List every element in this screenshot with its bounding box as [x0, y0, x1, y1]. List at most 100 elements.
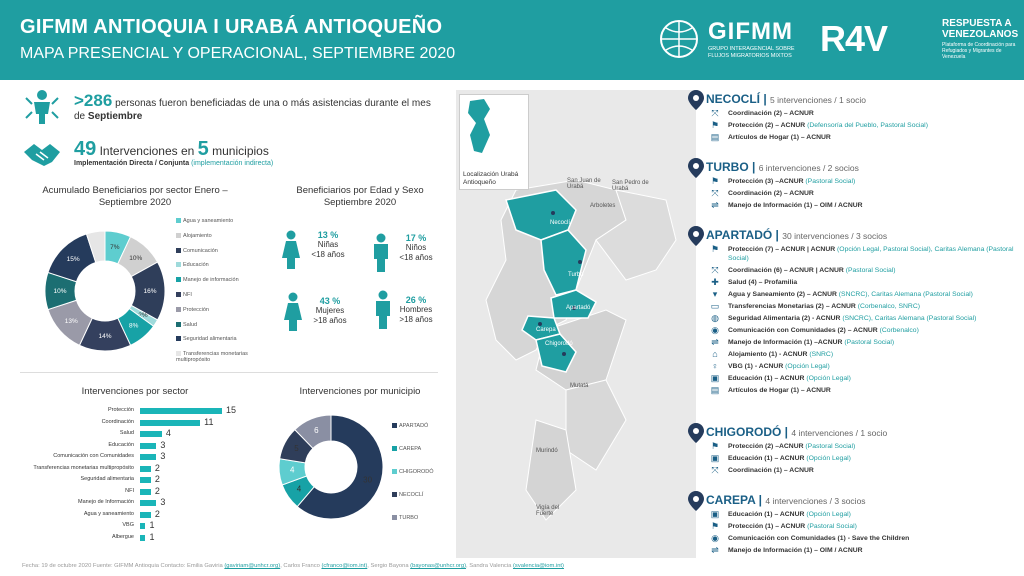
intervention-partners: (Opción Legal) — [806, 455, 851, 462]
interventions-text: 49 Intervenciones en 5 municipios — [74, 138, 269, 161]
information-icon: ⇌ — [711, 337, 719, 347]
bar-value-label: 1 — [149, 520, 155, 530]
bar-mark — [140, 534, 146, 541]
household-items-icon: ▤ — [710, 385, 720, 395]
municipality-heading: CAREPA | 4 intervenciones / 3 socios — [688, 493, 1018, 507]
intervention-item: ⤧ Coordinación (1) – ACNUR — [688, 466, 1018, 475]
bar-value-label: 15 — [226, 405, 237, 415]
bar-category-label: VBG — [122, 522, 134, 528]
inset-map-shape — [468, 99, 490, 153]
sector-legend-item: NFI — [176, 292, 256, 298]
municipality-heading: NECOCLÍ | 5 intervenciones / 1 socio — [688, 92, 1018, 106]
age-sex-pct: 17 % — [405, 233, 427, 243]
intervention-text: Protección (7) – ACNUR | ACNUR — [728, 246, 838, 253]
intervention-item: ⤧ Coordinación (2) – ACNUR — [688, 109, 1018, 118]
age-sex-sub: <18 años — [311, 250, 345, 259]
map-place-label: Necoclí — [550, 220, 571, 226]
sector-legend-item: Seguridad alimentaria — [176, 336, 256, 342]
intervention-item: ⚑ Protección (7) – ACNUR | ACNUR (Opción … — [688, 245, 1018, 263]
bar-mark — [140, 442, 157, 449]
impl-direct: Implementación Directa / Conjunta — [74, 160, 190, 167]
bar-value-label: 2 — [154, 474, 160, 484]
r4v-logo: R4V RESPUESTA A VENEZOLANOS Plataforma d… — [820, 14, 1020, 66]
intervention-partners: (Corbenalco, SNRC) — [857, 303, 921, 310]
information-icon: ⇌ — [711, 545, 719, 555]
contact-link-1[interactable]: (gaviriam@unhcr.org) — [224, 563, 281, 569]
intervention-partners: (SNRC) — [809, 351, 834, 358]
coordination-icon: ⤧ — [711, 265, 719, 275]
donut-label-3: 2% — [138, 312, 148, 319]
municipality-legend-item: TURBO — [392, 515, 418, 521]
municipalities-label: municipios — [212, 144, 269, 158]
bar-category-label: Seguridad alimentaria — [80, 476, 134, 482]
bar-mark — [140, 523, 146, 529]
intervention-text: Salud (4) – Profamilia — [728, 279, 798, 286]
intervention-partners: (Opción Legal, Pastoral Social), Caritas… — [728, 246, 1014, 262]
bar-mark — [140, 511, 151, 518]
bar-category-label: Protección — [108, 407, 134, 413]
intervention-item: ⇌ Manejo de Información (1) –ACNUR (Pasto… — [688, 338, 1018, 347]
intervention-partners: (SNCRC), Caritas Alemana (Pastoral Socia… — [842, 315, 977, 322]
food-icon: ◍ — [711, 313, 719, 323]
municipality-block: NECOCLÍ | 5 intervenciones / 1 socio ⤧ Coo… — [688, 90, 1018, 142]
interventions-label: Intervenciones en — [99, 144, 195, 158]
sector-legend-item: Alojamiento — [176, 233, 256, 239]
region-map-shape — [485, 179, 677, 521]
beneficiaries-month: Septiembre — [87, 111, 143, 122]
intervention-item: ⤧ Coordinación (2) – ACNUR — [688, 189, 1018, 198]
impl-indirect: (implementación indirecta) — [191, 160, 274, 167]
contact-link-3[interactable]: (bayonas@unhcr.org) — [410, 563, 467, 569]
footer-mid-2: , Sergio Bayona — [367, 563, 409, 569]
map-place-label: Chigorodó — [545, 341, 573, 347]
donut-label-3: 5 — [294, 444, 299, 453]
intervention-text: Coordinación (2) – ACNUR — [728, 110, 814, 117]
municipality-legend-label: TURBO — [399, 515, 419, 521]
municipality-legend-item: APARTADÓ — [392, 423, 428, 429]
implementation-note: Implementación Directa / Conjunta (imple… — [74, 160, 273, 167]
bar-value-label: 3 — [160, 439, 166, 450]
male-person-icon — [376, 290, 390, 329]
contact-link-4[interactable]: (svalencia@iom.int) — [512, 563, 564, 569]
municipalities-count: 5 — [197, 138, 209, 160]
intervention-text: Educación (1) – ACNUR — [728, 455, 807, 462]
map-place-label: San Pedro de Urabá — [612, 180, 649, 192]
map-pin-icon — [688, 423, 704, 443]
intervention-text: Artículos de Hogar (1) – ACNUR — [728, 134, 831, 141]
municipality-block: CAREPA | 4 intervenciones / 3 socios ▣ Edu… — [688, 491, 1018, 555]
intervention-text: Manejo de Información (1) – OIM / ACNUR — [728, 202, 863, 209]
footer-prefix: Fecha: 19 de octubre 2020 Fuente: GIFMM … — [22, 563, 223, 569]
intervention-item: ♀ VBG (1) - ACNUR (Opción Legal) — [688, 362, 1018, 371]
intervention-text: Educación (1) – ACNUR — [728, 375, 807, 382]
bar-category-label: Coordinación — [101, 418, 134, 425]
communication-icon: ◉ — [711, 533, 719, 543]
gifmm-tagline: GRUPO INTERAGENCIAL SOBRE FLUJOS MIGRATO… — [708, 46, 795, 59]
gifmm-name: GIFMM — [708, 18, 793, 45]
intervention-item: ⚑ Protección (2) – ACNUR (Defensoría del … — [688, 121, 1018, 130]
map-pin-icon — [688, 90, 704, 110]
municipality-donut-chart: 30 44 5 6 — [278, 414, 384, 520]
sector-legend-label: Comunicación — [183, 247, 218, 254]
intervention-item: ⚑ Protección (1) – ACNUR (Pastoral Social… — [688, 522, 1018, 531]
map-pin-icon — [688, 226, 704, 246]
age-sex-sub: >18 años — [313, 316, 347, 325]
sector-legend-item: Comunicación — [176, 248, 256, 254]
intervention-item: ▭ Transferencias Monetarias (2) – ACNUR (… — [688, 302, 1018, 311]
age-sex-label: Niñas — [317, 240, 339, 249]
age-sex-label: Mujeres — [315, 306, 345, 315]
intervention-partners: (Pastoral Social) — [845, 267, 896, 274]
municipality-name: TURBO | — [706, 160, 759, 174]
sector-legend-label: Agua y saneamiento — [183, 218, 234, 224]
bar-value-label: 1 — [149, 531, 155, 542]
section-divider — [20, 372, 438, 373]
sector-legend-label: Seguridad alimentaria — [183, 336, 237, 343]
health-icon: ✚ — [711, 277, 719, 287]
municipality-legend-item: NECOCLÍ — [392, 492, 423, 498]
intervention-text: Transferencias Monetarias (2) – ACNUR — [728, 303, 858, 310]
municipality-legend-label: CHIGORODÓ — [399, 469, 434, 475]
bar-value-label: 2 — [154, 485, 160, 496]
municipality-block: APARTADÓ | 30 intervenciones / 3 socios ⚑… — [688, 226, 1018, 395]
intervention-item: ⚑ Protección (2) –ACNUR (Pastoral Social) — [688, 442, 1018, 451]
contact-link-2[interactable]: (cfranco@iom.int) — [321, 563, 368, 569]
bar-category-label: Comunicación con Comunidades — [53, 453, 134, 459]
municipality-name: CHIGORODÓ | — [706, 425, 792, 439]
